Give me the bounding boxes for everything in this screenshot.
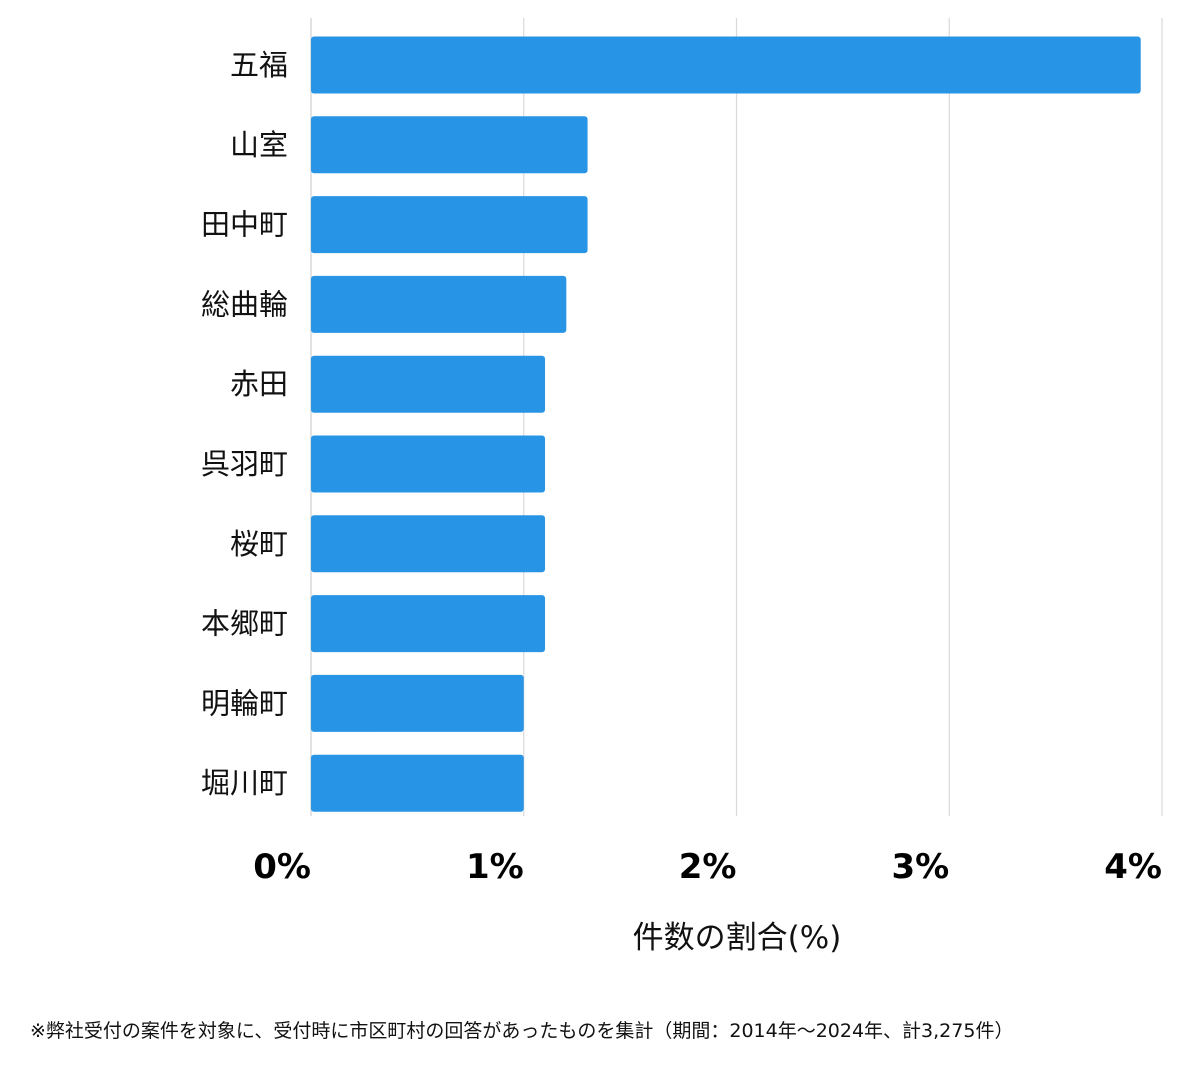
footnote: ※弊社受付の案件を対象に、受付時に市区町村の回答があったものを集計（期間：201… [30,1020,1014,1042]
x-tick-labels: 0% 1% 2% 3% 4% [253,847,1162,887]
category-label: 赤田 [230,367,288,401]
bar [311,36,1141,94]
bar [311,355,546,413]
x-tick-label: 2% [679,847,737,887]
category-label: 桜町 [230,527,288,561]
x-tick-label: 3% [892,847,950,887]
bars [311,36,1141,812]
category-label: 堀川町 [201,766,288,800]
category-label: 山室 [230,128,288,162]
bar [311,754,524,812]
bar [311,595,546,653]
bar [311,515,546,573]
bar [311,275,567,333]
x-tick-label: 1% [466,847,524,887]
bar [311,116,588,174]
category-label: 総曲輪 [201,287,288,321]
x-axis-title: 件数の割合(%) [633,920,842,956]
category-label: 本郷町 [201,607,288,641]
category-label: 田中町 [201,208,288,242]
category-label: 明輪町 [201,686,288,720]
category-label: 呉羽町 [201,447,288,481]
bar [311,196,588,254]
x-tick-label: 0% [253,847,311,887]
bar [311,674,524,732]
bar [311,435,546,493]
category-label: 五福 [230,48,288,82]
x-tick-label: 4% [1104,847,1162,887]
